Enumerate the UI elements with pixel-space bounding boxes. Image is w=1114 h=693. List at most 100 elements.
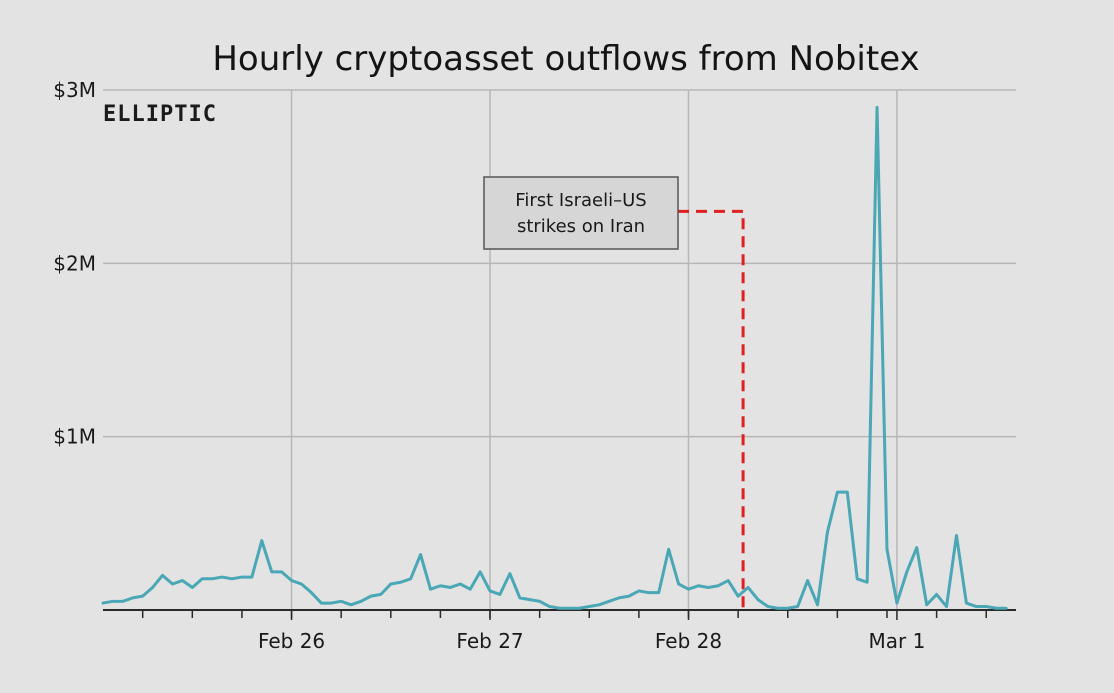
data-point bbox=[806, 579, 809, 582]
data-point bbox=[111, 600, 115, 603]
data-point bbox=[508, 572, 512, 575]
data-point bbox=[588, 605, 591, 608]
data-point bbox=[449, 586, 452, 589]
data-point bbox=[478, 570, 482, 574]
data-point bbox=[994, 607, 998, 610]
data-point bbox=[488, 589, 492, 593]
data-point bbox=[151, 586, 154, 589]
data-point bbox=[578, 607, 581, 610]
data-point bbox=[498, 593, 502, 596]
x-tick-label: Feb 26 bbox=[258, 629, 325, 653]
data-point bbox=[399, 581, 402, 584]
data-point bbox=[359, 600, 363, 603]
data-point bbox=[379, 593, 383, 596]
data-point bbox=[369, 594, 373, 598]
data-point bbox=[349, 603, 353, 606]
x-tick-label: Feb 27 bbox=[456, 629, 523, 653]
data-point bbox=[320, 601, 323, 605]
tick-labels: $1M $2M $3M Feb 26 Feb 27 Feb 28 Mar 1 bbox=[53, 78, 925, 653]
annotation-text: strikes on Iran bbox=[517, 216, 645, 237]
data-point bbox=[776, 607, 780, 610]
data-point bbox=[568, 607, 571, 610]
data-point bbox=[597, 603, 601, 606]
data-point bbox=[201, 577, 204, 580]
data-point bbox=[617, 596, 621, 600]
data-point bbox=[300, 582, 303, 586]
data-point bbox=[141, 594, 144, 598]
data-point bbox=[756, 598, 760, 601]
data-point bbox=[667, 548, 670, 551]
data-point bbox=[191, 586, 194, 589]
y-tick-label: $2M bbox=[53, 251, 96, 275]
data-point bbox=[915, 546, 918, 549]
data-point bbox=[528, 598, 531, 601]
axes bbox=[103, 609, 1016, 620]
x-tick-label: Feb 28 bbox=[655, 629, 722, 653]
data-point bbox=[429, 588, 432, 591]
data-point bbox=[647, 591, 651, 594]
data-point bbox=[697, 584, 700, 587]
data-point bbox=[975, 605, 978, 608]
y-tick-label: $1M bbox=[53, 425, 96, 449]
data-point bbox=[230, 577, 234, 580]
data-point bbox=[121, 600, 125, 603]
data-point bbox=[558, 607, 561, 610]
data-point bbox=[459, 582, 462, 586]
data-point bbox=[171, 582, 174, 586]
data-point bbox=[210, 577, 214, 580]
data-point bbox=[717, 584, 720, 587]
data-point bbox=[846, 490, 849, 494]
data-point bbox=[736, 594, 740, 598]
data-point bbox=[220, 575, 224, 579]
data-point bbox=[240, 575, 244, 579]
data-point bbox=[280, 570, 283, 574]
data-point bbox=[330, 601, 333, 605]
data-point bbox=[935, 593, 938, 596]
data-point bbox=[310, 591, 313, 594]
data-point bbox=[965, 601, 968, 605]
annotation-box bbox=[483, 176, 679, 250]
x-tick-label: Mar 1 bbox=[868, 629, 925, 653]
data-point bbox=[468, 588, 472, 591]
data-point bbox=[131, 596, 134, 600]
data-point bbox=[786, 607, 789, 610]
data-point bbox=[836, 490, 839, 494]
data-point bbox=[875, 106, 879, 109]
data-point bbox=[270, 570, 273, 574]
data-point bbox=[985, 605, 988, 608]
data-point bbox=[657, 591, 660, 594]
data-point bbox=[746, 586, 750, 589]
data-point bbox=[945, 605, 948, 608]
data-point bbox=[538, 600, 541, 603]
data-point bbox=[339, 600, 343, 603]
annotation-text: First Israeli–US bbox=[515, 190, 646, 211]
data-point bbox=[101, 601, 105, 605]
data-point bbox=[766, 605, 770, 608]
data-point bbox=[250, 575, 254, 579]
data-point bbox=[637, 589, 641, 593]
data-point bbox=[687, 588, 690, 591]
data-point bbox=[1004, 607, 1008, 610]
y-tick-label: $3M bbox=[53, 78, 96, 102]
data-point bbox=[707, 586, 710, 589]
data-point bbox=[389, 582, 392, 586]
data-point bbox=[419, 553, 422, 556]
data-point bbox=[895, 601, 899, 605]
data-point bbox=[677, 582, 680, 586]
data-point bbox=[826, 530, 829, 534]
data-point bbox=[865, 581, 869, 584]
data-point bbox=[548, 605, 551, 608]
data-point bbox=[627, 594, 631, 598]
elliptic-logo: ELLIPTIC bbox=[103, 102, 217, 127]
chart-title: Hourly cryptoasset outflows from Nobitex bbox=[212, 39, 919, 79]
data-point bbox=[796, 605, 799, 608]
series-line bbox=[101, 105, 1008, 610]
data-point bbox=[439, 584, 442, 587]
annotation: First Israeli–US strikes on Iran bbox=[483, 176, 745, 610]
data-point bbox=[955, 534, 958, 537]
data-point bbox=[925, 603, 928, 606]
series bbox=[101, 105, 1008, 610]
grid bbox=[103, 89, 1016, 610]
